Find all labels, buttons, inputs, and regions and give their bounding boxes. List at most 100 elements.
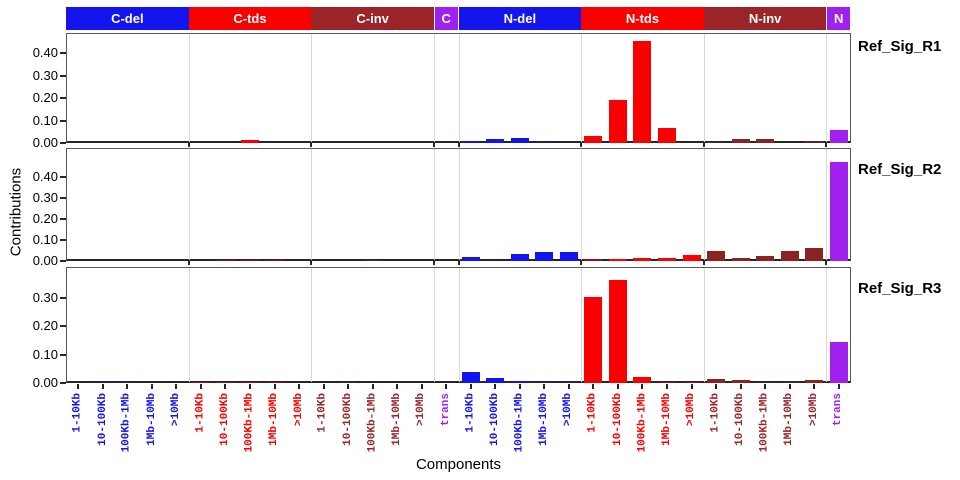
y-axis-tick-label: 0.10 (32, 346, 58, 362)
x-axis-tick-label: >10Mb (415, 393, 428, 427)
bar-Ref_Sig_R1-N-del-100Kb-1Mb (510, 138, 529, 143)
group-boundary-tick (310, 143, 313, 147)
group-boundary-tick (580, 261, 583, 265)
bar-Ref_Sig_R3-C-inv-10-100Kb (339, 382, 358, 383)
group-header-N-tds: N-tds (581, 7, 704, 30)
x-axis-tick (764, 384, 767, 389)
x-axis-tick (150, 384, 153, 389)
bar-Ref_Sig_R2-C-tds-1Mb-10Mb (265, 260, 284, 261)
bar-Ref_Sig_R3-N-del-1Mb-10Mb (535, 382, 554, 383)
x-axis-tick-label: 10-100Kb (218, 393, 231, 446)
x-axis-tick (739, 384, 742, 389)
bar-Ref_Sig_R2-N-tds-10-100Kb (608, 259, 627, 261)
group-header-C-tds: C-tds (188, 7, 312, 30)
x-axis-tick-label: trans (439, 393, 452, 427)
group-header-C-inv: C-inv (311, 7, 434, 30)
group-separator-line (188, 34, 190, 142)
group-separator-line (188, 149, 190, 260)
panel-label: Ref_Sig_R1 (858, 38, 942, 55)
group-boundary-tick (457, 143, 460, 147)
x-axis-tick-label: 1Mb-10Mb (537, 393, 550, 446)
bar-Ref_Sig_R3-N-inv-1Mb-10Mb (780, 382, 799, 383)
panel-label: Ref_Sig_R2 (858, 161, 942, 178)
bar-Ref_Sig_R2-N-tds-1-10Kb (584, 259, 603, 261)
y-axis-tick-label: 0.40 (32, 45, 58, 61)
x-axis-tick (813, 384, 816, 389)
group-separator-line (826, 34, 828, 142)
group-header-N-inv: N-inv (703, 7, 827, 30)
bar-Ref_Sig_R1-N-tds-1Mb-10Mb (658, 128, 677, 143)
x-axis-tick-label: 1-10Kb (317, 393, 330, 433)
y-axis-tick (60, 176, 66, 179)
y-axis-tick-label: 0.10 (32, 232, 58, 248)
bar-Ref_Sig_R3-N-tds-1-10Kb (584, 297, 603, 383)
group-boundary-tick (187, 143, 190, 147)
bar-Ref_Sig_R2-N-del-100Kb-1Mb (510, 254, 529, 261)
group-boundary-tick (432, 261, 435, 265)
group-header-label: N-inv (748, 11, 782, 26)
group-separator-line (458, 34, 460, 142)
y-axis-tick-label: 0.00 (32, 375, 58, 390)
panel-label: Ref_Sig_R3 (858, 280, 942, 297)
x-axis-tick-label: 100Kb-1Mb (243, 393, 256, 453)
group-header-label: N-del (503, 11, 537, 26)
group-separator-line (188, 268, 190, 382)
bar-Ref_Sig_R3-C-tds-1-10Kb (191, 382, 210, 383)
group-separator-line (826, 268, 828, 382)
x-axis-tick-label: 1-10Kb (71, 393, 84, 433)
group-boundary-tick (310, 261, 313, 265)
group-header-label: N (834, 11, 844, 26)
x-axis-tick-label: 10-100Kb (96, 393, 109, 446)
y-axis-title-text: Contributions (7, 167, 25, 257)
x-axis-tick (224, 384, 227, 389)
y-axis-tick (60, 260, 66, 262)
bar-Ref_Sig_R2-N-tds->10Mb (682, 255, 701, 261)
bar-Ref_Sig_R2-N-inv-1-10Kb (707, 251, 726, 261)
group-header-label: C-inv (356, 11, 389, 26)
x-axis-tick-label: 100Kb-1Mb (635, 393, 648, 453)
group-header-N: N (827, 7, 850, 30)
x-axis-tick-label: 1-10Kb (194, 393, 207, 433)
y-axis-tick-label: 0.00 (32, 253, 58, 268)
x-axis-tick (567, 384, 570, 389)
x-axis-tick-label: 1Mb-10Mb (268, 393, 281, 446)
bar-Ref_Sig_R1-N-del-1Mb-10Mb (535, 142, 554, 143)
x-axis-tick (126, 384, 129, 389)
group-boundary-tick (702, 261, 705, 265)
bar-Ref_Sig_R3-C-tds-100Kb-1Mb (240, 382, 259, 383)
group-boundary-tick (432, 143, 435, 147)
x-axis-tick-label: trans (832, 393, 845, 427)
y-axis-tick-label: 0.40 (32, 169, 58, 185)
x-axis-tick-label: 1Mb-10Mb (660, 393, 673, 446)
group-boundary-tick (580, 143, 583, 147)
x-axis-tick (641, 384, 644, 389)
x-axis-tick (371, 384, 374, 389)
bar-Ref_Sig_R3-N-inv-1-10Kb (707, 379, 726, 383)
bar-Ref_Sig_R2-N-trans (829, 162, 848, 261)
bar-Ref_Sig_R2-N-inv-10-100Kb (731, 258, 750, 261)
y-axis-tick-label: 0.20 (32, 90, 58, 106)
bar-Ref_Sig_R3-N-tds->10Mb (682, 382, 701, 383)
x-axis-tick (199, 384, 202, 389)
group-boundary-tick (825, 261, 828, 265)
group-separator-line (311, 268, 313, 382)
x-axis-tick (77, 384, 80, 389)
bar-Ref_Sig_R3-N-tds-1Mb-10Mb (658, 382, 677, 383)
bar-Ref_Sig_R3-N-del-1-10Kb (461, 372, 480, 383)
y-axis-tick (60, 52, 66, 55)
group-separator-line (581, 268, 583, 382)
bar-Ref_Sig_R2-N-tds-1Mb-10Mb (658, 258, 677, 261)
bar-Ref_Sig_R3-N-tds-100Kb-1Mb (633, 377, 652, 383)
y-axis-tick-label: 0.30 (32, 67, 58, 83)
bar-Ref_Sig_R1-N-del-10-100Kb (486, 139, 505, 143)
x-axis-tick-label: 1Mb-10Mb (390, 393, 403, 446)
bar-Ref_Sig_R1-N-trans (829, 130, 848, 143)
bar-Ref_Sig_R3-N-del->10Mb (559, 382, 578, 383)
bar-Ref_Sig_R3-C-del-10-100Kb (93, 382, 112, 383)
group-header-C: C (434, 7, 458, 30)
y-axis-tick (60, 218, 66, 221)
group-separator-line (703, 149, 705, 260)
bar-Ref_Sig_R1-N-tds-10-100Kb (608, 100, 627, 143)
group-boundary-tick (457, 261, 460, 265)
x-axis-tick-label: 1-10Kb (464, 393, 477, 433)
